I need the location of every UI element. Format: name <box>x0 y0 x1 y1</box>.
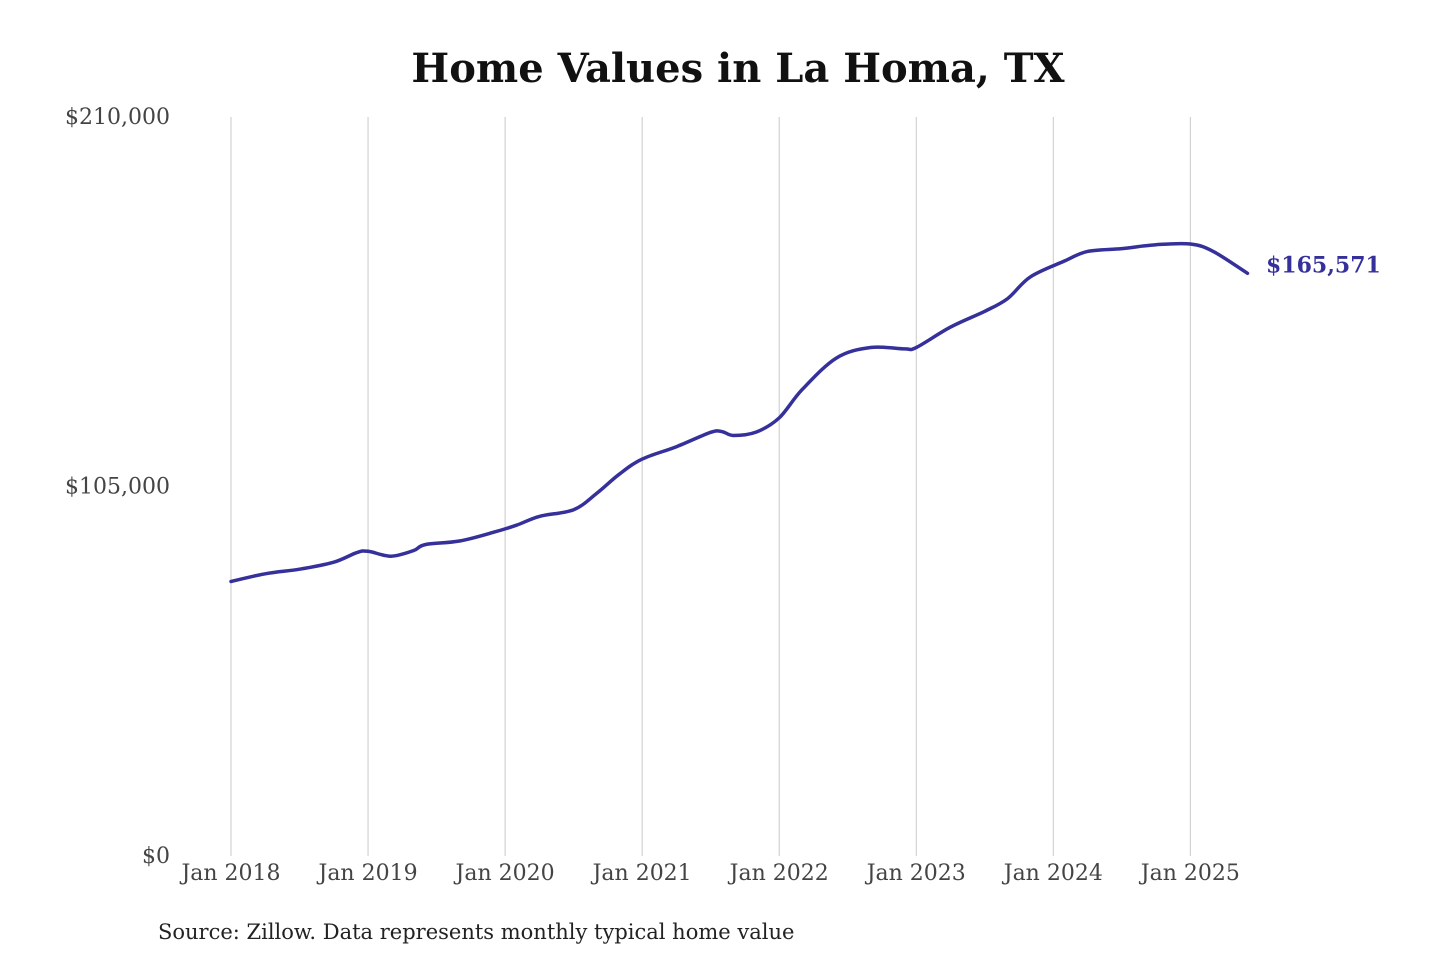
end-value-label: $165,571 <box>1266 252 1381 278</box>
data-point <box>755 431 758 434</box>
data-point <box>778 416 781 419</box>
data-point <box>1029 275 1032 278</box>
data-point <box>492 531 495 534</box>
data-point <box>949 326 952 329</box>
data-point <box>458 540 461 543</box>
source-note: Source: Zillow. Data represents monthly … <box>158 920 794 944</box>
x-tick-label: Jan 2025 <box>1139 861 1240 886</box>
data-point <box>903 347 906 350</box>
data-point <box>732 434 735 437</box>
chart-title: Home Values in La Homa, TX <box>411 45 1064 92</box>
data-point <box>389 555 392 558</box>
data-point <box>1086 250 1089 253</box>
data-point <box>424 543 427 546</box>
y-tick-label: $210,000 <box>65 105 170 130</box>
x-tick-label: Jan 2024 <box>1002 861 1103 886</box>
data-points <box>230 243 1250 584</box>
data-point <box>1212 250 1215 253</box>
data-point <box>835 357 838 360</box>
x-tick-label: Jan 2019 <box>317 861 418 886</box>
data-point <box>709 431 712 434</box>
data-point <box>801 388 804 391</box>
x-tick-label: Jan 2020 <box>454 861 555 886</box>
y-tick-label: $105,000 <box>65 475 170 500</box>
data-point <box>230 580 233 583</box>
data-point <box>264 572 267 575</box>
x-tick-label: Jan 2023 <box>865 861 966 886</box>
data-point <box>332 561 335 564</box>
data-point <box>1189 243 1192 246</box>
home-value-line <box>229 241 1250 584</box>
data-point <box>915 346 918 349</box>
x-tick-label: Jan 2022 <box>728 861 829 886</box>
data-point <box>538 515 541 518</box>
data-point <box>721 430 724 433</box>
data-point <box>675 445 678 448</box>
data-point <box>1246 272 1249 275</box>
data-point <box>1006 297 1009 300</box>
data-point <box>618 473 621 476</box>
data-point <box>641 458 644 461</box>
data-point <box>983 310 986 313</box>
data-point <box>515 524 518 527</box>
data-point <box>572 508 575 511</box>
y-tick-label: $0 <box>142 844 170 869</box>
x-tick-label: Jan 2021 <box>591 861 692 886</box>
data-point <box>367 550 370 553</box>
data-point <box>1155 243 1158 246</box>
data-point <box>1120 247 1123 250</box>
x-axis-ticks: Jan 2018 Jan 2019 Jan 2020 Jan 2021 Jan 2022… <box>179 861 1239 886</box>
gridlines <box>230 117 1191 856</box>
data-point <box>1063 259 1066 262</box>
data-point <box>595 492 598 495</box>
data-point <box>869 346 872 349</box>
y-axis-ticks: $0 $105,000 $210,000 <box>65 105 170 869</box>
data-point <box>298 568 301 571</box>
x-tick-label: Jan 2018 <box>179 861 280 886</box>
data-point <box>355 551 358 554</box>
data-point <box>412 549 415 552</box>
